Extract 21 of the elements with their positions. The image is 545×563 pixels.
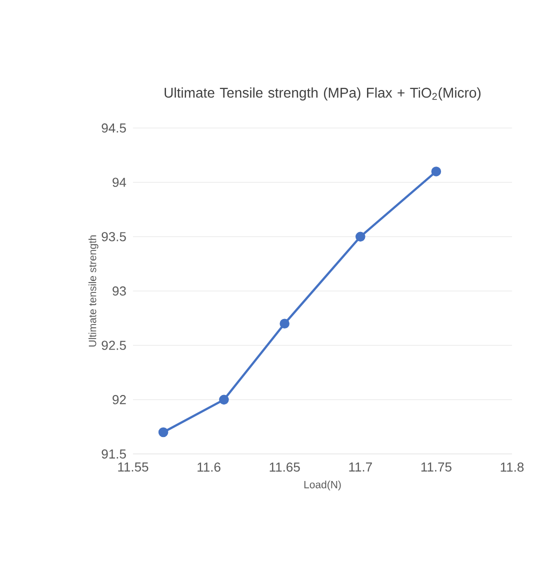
x-tick-label: 11.55 <box>118 462 148 472</box>
x-tick-label: 11.75 <box>421 462 452 472</box>
y-tick-label: 93 <box>112 286 126 296</box>
y-tick-label: 92.5 <box>102 340 126 350</box>
x-tick-label: 11.6 <box>198 462 220 472</box>
x-tick-label: 11.8 <box>500 462 524 472</box>
x-tick-label: 11.7 <box>349 462 372 472</box>
x-tick-label: 11.65 <box>270 462 300 472</box>
point <box>280 318 290 328</box>
point <box>355 232 366 242</box>
chart-title: Ultimate Tensile strength (MPa) Flax + TiO$_{2}$(Micro) <box>164 87 480 100</box>
y-tick-label: 94 <box>112 178 126 187</box>
x-axis-title: Load(N) <box>304 480 341 490</box>
y-tick-label: 91.5 <box>102 449 126 459</box>
y-tick-label: 94.5 <box>102 123 126 133</box>
point <box>219 394 229 405</box>
y-tick-label: 93.5 <box>102 232 126 242</box>
point <box>158 427 168 438</box>
point <box>431 166 442 176</box>
y-tick-label: 92 <box>112 395 126 404</box>
y-axis-title: Ultimate tensile strength <box>88 235 98 347</box>
